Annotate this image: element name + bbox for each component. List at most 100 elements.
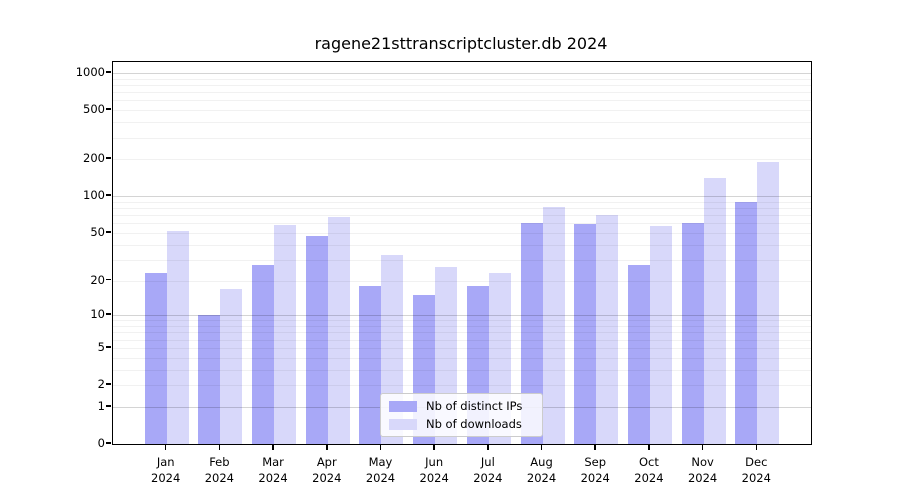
gridline-2 xyxy=(113,385,811,386)
x-tick-sep xyxy=(594,444,596,450)
bar-dec-downloads xyxy=(757,161,780,444)
bar-jan-distinct-ips xyxy=(144,273,167,444)
y-tick-5 xyxy=(105,346,111,348)
plot-area xyxy=(112,61,812,445)
gridline-90 xyxy=(113,201,811,203)
legend-label: Nb of downloads xyxy=(426,417,522,431)
x-tick-aug xyxy=(540,444,543,450)
y-tick-50 xyxy=(105,231,111,233)
bar-dec-distinct-ips xyxy=(735,201,758,444)
x-tick-label-may: May 2024 xyxy=(365,455,396,485)
gridline-70 xyxy=(113,215,811,217)
x-tick-nov xyxy=(701,444,704,450)
gridline-800 xyxy=(113,84,811,86)
gridline-700 xyxy=(113,92,811,94)
bar-sep-downloads xyxy=(596,215,619,444)
legend-entry-downloads: Nb of downloads xyxy=(389,417,534,431)
y-tick-1 xyxy=(105,405,111,407)
bar-apr-downloads xyxy=(327,216,350,444)
y-tick-label-20: 20 xyxy=(90,272,105,287)
legend-swatch-icon xyxy=(389,418,417,430)
bar-apr-distinct-ips xyxy=(305,236,328,444)
gridline-400 xyxy=(113,122,811,124)
gridline-60 xyxy=(113,223,811,225)
bar-aug-downloads xyxy=(542,206,565,444)
x-tick-mar xyxy=(272,444,274,450)
gridline-600 xyxy=(113,100,811,102)
y-tick-500 xyxy=(105,108,111,110)
gridline-300 xyxy=(113,137,811,139)
x-tick-apr xyxy=(326,444,328,450)
bar-may-distinct-ips xyxy=(359,285,382,444)
x-tick-jul xyxy=(487,444,489,450)
gridline-1000 xyxy=(113,73,811,74)
gridline-100 xyxy=(113,196,811,198)
x-tick-label-apr: Apr 2024 xyxy=(312,455,342,485)
y-tick-label-100: 100 xyxy=(83,188,105,203)
y-tick-label-0: 0 xyxy=(97,436,105,450)
gridline-900 xyxy=(113,78,811,80)
gridline-30 xyxy=(113,259,811,261)
gridline-4 xyxy=(113,357,811,359)
legend-label: Nb of distinct IPs xyxy=(426,399,523,413)
y-tick-2 xyxy=(105,383,111,385)
y-tick-label-10: 10 xyxy=(90,307,105,322)
bar-nov-distinct-ips xyxy=(681,223,704,444)
chart-title: ragene21sttranscriptcluster.db 2024 xyxy=(314,34,608,53)
bar-aug-distinct-ips xyxy=(520,223,543,444)
gridline-8 xyxy=(113,326,811,327)
gridline-5 xyxy=(113,347,811,349)
bar-feb-distinct-ips xyxy=(198,315,221,444)
y-tick-label-50: 50 xyxy=(90,224,105,239)
x-tick-label-mar: Mar 2024 xyxy=(258,455,288,485)
y-tick-label-500: 500 xyxy=(83,102,105,117)
bar-sep-distinct-ips xyxy=(574,224,597,444)
gridline-6 xyxy=(113,339,811,341)
bar-oct-downloads xyxy=(649,225,672,444)
gridline-50 xyxy=(113,232,811,234)
x-tick-jun xyxy=(433,444,435,450)
plot-canvas xyxy=(113,62,811,444)
y-tick-200 xyxy=(105,157,111,159)
gridline-7 xyxy=(113,332,811,334)
bar-mar-distinct-ips xyxy=(252,265,275,444)
y-tick-label-200: 200 xyxy=(83,151,105,166)
y-tick-label-1000: 1000 xyxy=(75,65,105,79)
y-tick-0 xyxy=(105,442,111,444)
gridline-20 xyxy=(113,280,811,282)
gridline-40 xyxy=(113,244,811,246)
gridline-500 xyxy=(113,110,811,112)
x-tick-label-aug: Aug 2024 xyxy=(526,455,557,485)
bar-feb-downloads xyxy=(220,288,243,444)
x-tick-label-jul: Jul 2024 xyxy=(473,455,503,485)
gridline-3 xyxy=(113,369,811,371)
y-tick-100 xyxy=(105,194,111,196)
y-tick-label-5: 5 xyxy=(97,339,105,354)
x-tick-oct xyxy=(648,444,650,450)
legend-swatch-icon xyxy=(389,400,417,412)
x-tick-label-feb: Feb 2024 xyxy=(204,455,235,485)
bar-jan-downloads xyxy=(166,230,189,444)
x-tick-label-jun: Jun 2024 xyxy=(419,455,449,485)
y-tick-20 xyxy=(105,278,111,281)
legend-entry-distinct-ips: Nb of distinct IPs xyxy=(389,399,534,413)
x-tick-dec xyxy=(755,444,758,450)
x-tick-label-nov: Nov 2024 xyxy=(687,455,718,485)
x-tick-jan xyxy=(164,444,167,450)
bar-mar-downloads xyxy=(274,225,297,444)
gridline-200 xyxy=(113,159,811,161)
y-tick-10 xyxy=(105,313,111,315)
bar-oct-distinct-ips xyxy=(627,265,650,444)
bar-nov-downloads xyxy=(703,178,726,444)
y-tick-label-2: 2 xyxy=(97,377,105,391)
legend: Nb of distinct IPs Nb of downloads xyxy=(380,393,543,437)
gridline-80 xyxy=(113,208,811,210)
x-tick-label-oct: Oct 2024 xyxy=(634,455,664,485)
x-tick-may xyxy=(379,444,382,450)
x-tick-label-sep: Sep 2024 xyxy=(580,455,610,485)
x-tick-label-jan: Jan 2024 xyxy=(151,455,181,485)
x-tick-label-dec: Dec 2024 xyxy=(741,455,771,485)
gridline-10 xyxy=(113,315,811,317)
gridline-9 xyxy=(113,320,811,322)
